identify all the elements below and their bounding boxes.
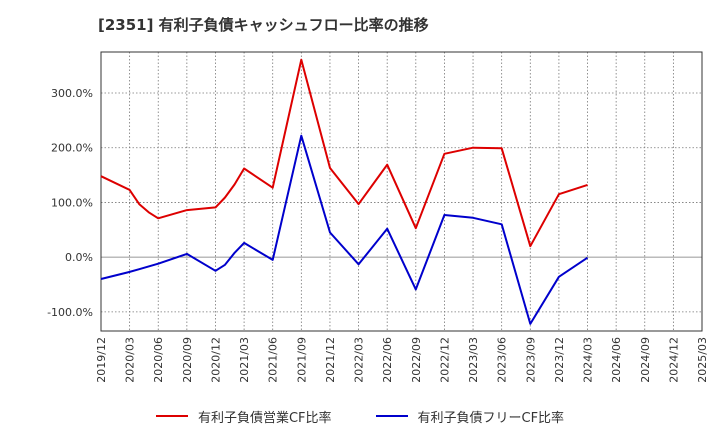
y-tick-label: 0.0% [65, 251, 93, 264]
y-tick-label: 300.0% [51, 87, 93, 100]
x-tick-label: 2021/12 [324, 337, 337, 383]
x-tick-label: 2024/09 [639, 337, 652, 383]
legend-swatch [375, 415, 408, 417]
x-tick-label: 2021/06 [267, 337, 280, 383]
x-tick-label: 2022/12 [438, 337, 451, 383]
legend: 有利子負債営業CF比率 有利子負債フリーCF比率 [0, 404, 720, 428]
x-tick-label: 2020/06 [152, 337, 165, 383]
axis-layer: 2019/12 2020/03 2020/06 2020/09 2020/12 2021/… [47, 51, 709, 383]
plot-frame [100, 51, 703, 332]
x-tick-label: 2025/03 [696, 337, 709, 383]
x-tick-label: 2024/06 [610, 337, 623, 383]
x-tick-label: 2019/12 [95, 337, 108, 383]
x-tick-label: 2022/03 [353, 337, 366, 383]
series-line-1 [100, 58, 588, 248]
x-tick-label: 2020/09 [181, 337, 194, 383]
legend-item-2: 有利子負債フリーCF比率 [375, 404, 565, 428]
x-tick-label: 2023/12 [553, 337, 566, 383]
x-tick-label: 2022/09 [410, 337, 423, 383]
y-tick-label: 200.0% [51, 142, 93, 155]
x-tick-label: 2023/09 [524, 337, 537, 383]
x-tick-label: 2020/03 [124, 337, 137, 383]
x-tick-label: 2021/09 [295, 337, 308, 383]
x-tick-label: 2024/12 [667, 337, 680, 383]
x-tick-label: 2023/06 [496, 337, 509, 383]
y-tick-label: 100.0% [51, 196, 93, 209]
series-layer [100, 58, 589, 325]
legend-swatch [155, 415, 188, 417]
legend-label: 有利子負債営業CF比率 [197, 410, 332, 426]
x-tick-label: 2022/06 [381, 337, 394, 383]
x-tick-label: 2020/12 [209, 337, 222, 383]
legend-label: 有利子負債フリーCF比率 [417, 410, 565, 426]
x-tick-label: 2021/03 [238, 337, 251, 383]
grid-layer [101, 52, 702, 331]
y-tick-label: -100.0% [47, 306, 93, 319]
legend-item-1: 有利子負債営業CF比率 [155, 404, 332, 428]
chart-title: [2351] 有利子負債キャッシュフロー比率の推移 [98, 16, 429, 34]
x-tick-label: 2023/03 [467, 337, 480, 383]
x-tick-label: 2024/03 [582, 337, 595, 383]
series-line-2 [100, 134, 589, 325]
